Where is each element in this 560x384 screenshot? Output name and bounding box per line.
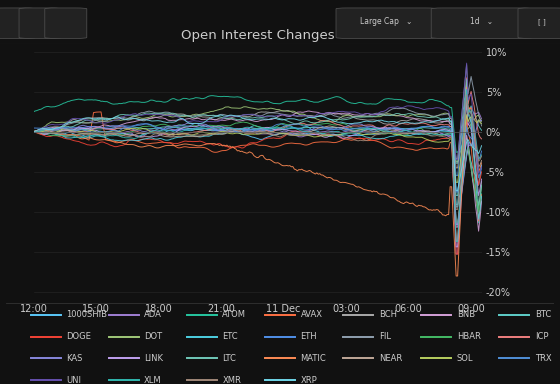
Text: ETH: ETH [301,332,317,341]
Text: Large Cap   ⌄: Large Cap ⌄ [360,17,413,26]
FancyBboxPatch shape [0,8,35,38]
Text: TRX: TRX [535,354,552,363]
Text: NEAR: NEAR [379,354,402,363]
Text: 1000SHIB: 1000SHIB [66,310,107,319]
Text: ATOM: ATOM [222,310,246,319]
FancyBboxPatch shape [431,8,532,38]
FancyBboxPatch shape [518,8,560,38]
Text: BTC: BTC [535,310,551,319]
Text: DOGE: DOGE [66,332,91,341]
Text: LTC: LTC [222,354,236,363]
Text: XMR: XMR [222,376,241,384]
Text: KAS: KAS [66,354,82,363]
Text: 1d   ⌄: 1d ⌄ [470,17,493,26]
Text: XRP: XRP [301,376,318,384]
Text: UNI: UNI [66,376,81,384]
Text: ETC: ETC [222,332,238,341]
Text: FIL: FIL [379,332,391,341]
FancyBboxPatch shape [336,8,437,38]
Text: ICP: ICP [535,332,548,341]
Title: Open Interest Changes: Open Interest Changes [181,28,334,41]
Text: ADA: ADA [144,310,162,319]
Text: SOL: SOL [457,354,473,363]
Text: MATIC: MATIC [301,354,326,363]
Text: BCH: BCH [379,310,396,319]
Text: AVAX: AVAX [301,310,323,319]
FancyBboxPatch shape [45,8,87,38]
Text: [ ]: [ ] [538,18,546,25]
Text: BNB: BNB [457,310,475,319]
Text: HBAR: HBAR [457,332,480,341]
FancyBboxPatch shape [19,8,61,38]
Text: XLM: XLM [144,376,162,384]
Text: DOT: DOT [144,332,162,341]
Text: LINK: LINK [144,354,163,363]
